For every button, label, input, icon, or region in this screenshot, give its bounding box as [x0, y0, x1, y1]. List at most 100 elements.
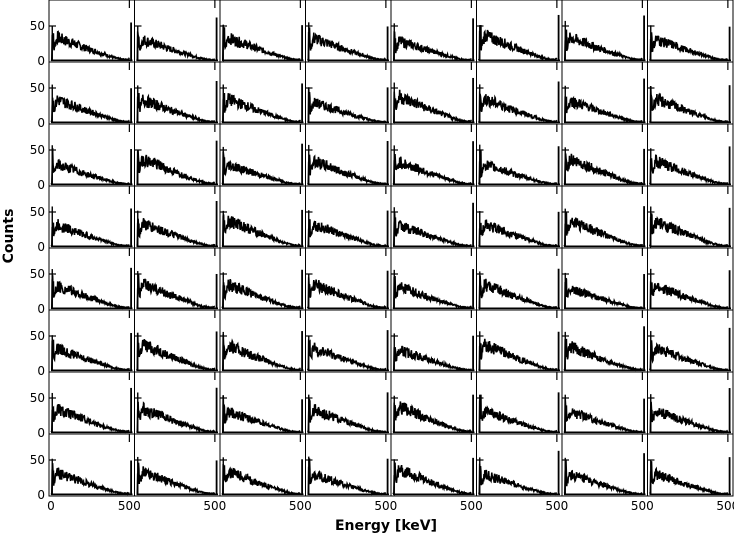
y-tick-label: 0	[37, 364, 45, 378]
spectrum-trace	[50, 463, 130, 496]
panel-frame	[390, 61, 477, 125]
panel-grid	[48, 0, 734, 497]
spectrum-trace	[307, 88, 387, 124]
y-tick-label: 50	[30, 391, 45, 405]
panel-frame	[647, 0, 734, 63]
spectrum-panel	[134, 371, 221, 435]
panel-frame	[219, 61, 306, 125]
spectrum-panel	[476, 247, 563, 311]
spectrum-trace	[135, 92, 216, 124]
y-tick-label: 0	[37, 302, 45, 316]
panel-frame	[561, 185, 648, 249]
spectrum-trace	[477, 150, 558, 186]
spectrum-panel	[219, 309, 306, 373]
panel-frame	[647, 123, 734, 187]
spectrum-trace	[50, 339, 130, 371]
spectrum-panel	[647, 309, 734, 373]
spectrum-panel	[647, 61, 734, 125]
spectrum-panel	[48, 371, 135, 435]
spectrum-trace	[563, 153, 644, 186]
spectrum-panel	[647, 433, 734, 497]
panel-frame	[48, 0, 135, 63]
spectrum-trace	[221, 92, 302, 124]
spectrum-trace	[392, 89, 473, 124]
spectrum-trace	[136, 462, 216, 496]
panel-frame	[48, 185, 135, 249]
spectrum-trace	[478, 394, 558, 434]
spectrum-panel	[48, 309, 135, 373]
panel-frame	[134, 123, 221, 187]
spectrum-panel	[48, 247, 135, 311]
spectrum-panel	[219, 185, 306, 249]
x-tick-label: 500	[374, 499, 397, 513]
spectrum-trace	[50, 219, 130, 247]
spectrum-panel	[390, 309, 477, 373]
spectrum-panel	[561, 0, 648, 63]
spectrum-panel	[476, 371, 563, 435]
spectrum-trace	[563, 338, 643, 372]
spectrum-trace	[307, 154, 387, 186]
panel-frame	[305, 309, 392, 373]
spectrum-panel	[561, 61, 648, 125]
x-tick-label: 500	[545, 499, 568, 513]
spectrum-panel	[48, 61, 135, 125]
spectrum-trace	[50, 275, 130, 310]
panel-frame	[561, 309, 648, 373]
y-tick-label: 50	[30, 81, 45, 95]
panel-frame	[134, 433, 221, 497]
spectrum-trace	[477, 463, 558, 496]
spectrum-trace	[50, 148, 131, 186]
y-tick-label: 0	[37, 240, 45, 254]
spectrum-trace	[136, 401, 216, 434]
spectrum-panel	[647, 371, 734, 435]
spectrum-trace	[563, 459, 643, 496]
spectrum-trace	[136, 218, 216, 248]
spectrum-trace	[564, 29, 643, 61]
spectrum-panel	[134, 309, 221, 373]
spectrum-trace	[477, 25, 558, 62]
spectrum-panel	[219, 123, 306, 187]
x-tick-labels: 0 500 500 500 500 500 500 500 500	[47, 499, 734, 513]
x-axis-title: Energy [keV]	[335, 518, 437, 534]
spectrum-panel	[390, 433, 477, 497]
y-tick-label: 0	[37, 488, 45, 502]
x-tick-label: 500	[716, 499, 734, 513]
x-tick-label: 500	[631, 499, 654, 513]
spectrum-trace	[221, 214, 301, 248]
spectrum-trace	[649, 281, 729, 310]
spectrum-panel	[390, 247, 477, 311]
spectrum-trace	[50, 30, 130, 62]
spectrum-trace	[50, 95, 130, 123]
spectrum-panel	[219, 0, 306, 63]
spectrum-trace	[392, 154, 473, 185]
spectrum-panel	[476, 61, 563, 125]
y-tick-label: 0	[37, 178, 45, 192]
spectrum-panel	[476, 123, 563, 187]
x-tick-label: 500	[460, 499, 483, 513]
panel-frame	[561, 123, 648, 187]
spectrum-panel	[476, 185, 563, 249]
spectrum-panel	[390, 371, 477, 435]
spectrum-trace	[221, 463, 302, 496]
y-tick-label: 50	[30, 453, 45, 467]
panel-frame	[134, 247, 221, 311]
spectrum-trace	[136, 150, 216, 186]
spectrum-panel	[561, 309, 648, 373]
spectrum-trace	[478, 275, 558, 311]
spectrum-panel	[305, 61, 392, 125]
x-tick-label: 500	[118, 499, 141, 513]
spectrum-trace	[649, 401, 729, 434]
panel-frame	[476, 185, 563, 249]
spectrum-panel	[48, 185, 135, 249]
spectrum-panel	[561, 433, 648, 497]
spectrum-trace	[50, 403, 130, 434]
spectrum-panel	[305, 247, 392, 311]
spectrum-trace	[136, 274, 216, 310]
spectrum-trace	[648, 154, 729, 186]
x-tick-label: 500	[203, 499, 226, 513]
spectrum-panel	[561, 247, 648, 311]
spectrum-panel	[476, 0, 563, 63]
panel-frame	[647, 433, 734, 497]
y-tick-label: 50	[30, 19, 45, 33]
spectrum-panel	[305, 433, 392, 497]
